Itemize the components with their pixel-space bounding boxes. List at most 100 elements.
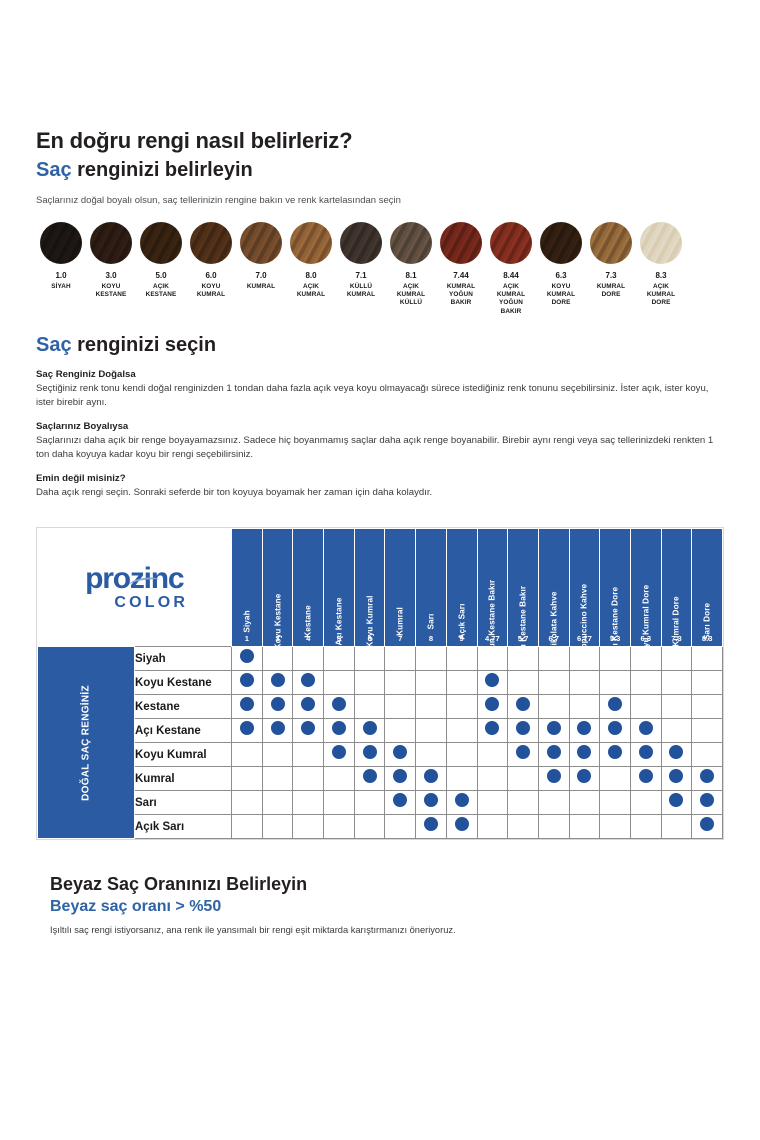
matrix-cell-empty[interactable] bbox=[261, 814, 294, 840]
matrix-cell-marked[interactable] bbox=[660, 790, 693, 816]
matrix-cell-empty[interactable] bbox=[323, 814, 355, 840]
matrix-cell-empty[interactable] bbox=[537, 694, 570, 720]
matrix-cell-marked[interactable] bbox=[261, 718, 294, 744]
matrix-cell-marked[interactable] bbox=[507, 742, 539, 768]
matrix-cell-empty[interactable] bbox=[476, 814, 509, 840]
matrix-cell-empty[interactable] bbox=[415, 694, 447, 720]
matrix-cell-empty[interactable] bbox=[261, 646, 294, 672]
matrix-cell-empty[interactable] bbox=[476, 742, 509, 768]
matrix-cell-marked[interactable] bbox=[507, 718, 539, 744]
matrix-cell-marked[interactable] bbox=[445, 814, 478, 840]
matrix-cell-empty[interactable] bbox=[384, 718, 417, 744]
matrix-cell-empty[interactable] bbox=[629, 670, 662, 696]
matrix-cell-empty[interactable] bbox=[415, 646, 447, 672]
matrix-cell-empty[interactable] bbox=[323, 646, 355, 672]
matrix-cell-marked[interactable] bbox=[323, 718, 355, 744]
matrix-cell-marked[interactable] bbox=[691, 814, 723, 840]
matrix-cell-empty[interactable] bbox=[384, 814, 417, 840]
matrix-cell-empty[interactable] bbox=[629, 790, 662, 816]
matrix-cell-marked[interactable] bbox=[476, 694, 509, 720]
matrix-cell-empty[interactable] bbox=[292, 790, 325, 816]
matrix-cell-empty[interactable] bbox=[660, 670, 693, 696]
matrix-cell-marked[interactable] bbox=[599, 742, 631, 768]
matrix-cell-marked[interactable] bbox=[599, 694, 631, 720]
matrix-cell-marked[interactable] bbox=[231, 646, 263, 672]
matrix-cell-marked[interactable] bbox=[231, 718, 263, 744]
matrix-cell-marked[interactable] bbox=[231, 670, 263, 696]
matrix-cell-marked[interactable] bbox=[261, 694, 294, 720]
matrix-cell-empty[interactable] bbox=[415, 670, 447, 696]
matrix-cell-marked[interactable] bbox=[691, 766, 723, 792]
matrix-cell-marked[interactable] bbox=[599, 718, 631, 744]
matrix-cell-empty[interactable] bbox=[507, 766, 539, 792]
matrix-cell-empty[interactable] bbox=[261, 790, 294, 816]
matrix-cell-empty[interactable] bbox=[568, 646, 601, 672]
matrix-cell-marked[interactable] bbox=[629, 718, 662, 744]
matrix-cell-empty[interactable] bbox=[323, 670, 355, 696]
matrix-cell-empty[interactable] bbox=[507, 790, 539, 816]
matrix-cell-marked[interactable] bbox=[476, 670, 509, 696]
matrix-cell-empty[interactable] bbox=[231, 766, 263, 792]
matrix-cell-marked[interactable] bbox=[660, 766, 693, 792]
matrix-cell-marked[interactable] bbox=[384, 742, 417, 768]
matrix-cell-empty[interactable] bbox=[292, 766, 325, 792]
matrix-cell-empty[interactable] bbox=[691, 670, 723, 696]
matrix-cell-empty[interactable] bbox=[445, 718, 478, 744]
matrix-cell-empty[interactable] bbox=[691, 742, 723, 768]
matrix-cell-empty[interactable] bbox=[323, 766, 355, 792]
matrix-cell-empty[interactable] bbox=[415, 718, 447, 744]
matrix-cell-marked[interactable] bbox=[537, 766, 570, 792]
matrix-cell-marked[interactable] bbox=[568, 718, 601, 744]
matrix-cell-empty[interactable] bbox=[445, 766, 478, 792]
matrix-cell-empty[interactable] bbox=[231, 814, 263, 840]
matrix-cell-marked[interactable] bbox=[445, 790, 478, 816]
matrix-cell-empty[interactable] bbox=[660, 814, 693, 840]
matrix-cell-marked[interactable] bbox=[415, 790, 447, 816]
matrix-cell-empty[interactable] bbox=[353, 646, 386, 672]
matrix-cell-empty[interactable] bbox=[353, 694, 386, 720]
matrix-cell-marked[interactable] bbox=[292, 694, 325, 720]
matrix-cell-marked[interactable] bbox=[507, 694, 539, 720]
matrix-cell-marked[interactable] bbox=[415, 814, 447, 840]
matrix-cell-marked[interactable] bbox=[384, 790, 417, 816]
matrix-cell-empty[interactable] bbox=[353, 790, 386, 816]
matrix-cell-empty[interactable] bbox=[353, 814, 386, 840]
matrix-cell-marked[interactable] bbox=[353, 718, 386, 744]
matrix-cell-empty[interactable] bbox=[691, 646, 723, 672]
matrix-cell-marked[interactable] bbox=[384, 766, 417, 792]
matrix-cell-marked[interactable] bbox=[537, 742, 570, 768]
matrix-cell-empty[interactable] bbox=[445, 646, 478, 672]
matrix-cell-empty[interactable] bbox=[323, 790, 355, 816]
matrix-cell-empty[interactable] bbox=[261, 766, 294, 792]
matrix-cell-marked[interactable] bbox=[691, 790, 723, 816]
matrix-cell-empty[interactable] bbox=[568, 814, 601, 840]
matrix-cell-marked[interactable] bbox=[323, 742, 355, 768]
matrix-cell-marked[interactable] bbox=[476, 718, 509, 744]
matrix-cell-marked[interactable] bbox=[292, 670, 325, 696]
matrix-cell-marked[interactable] bbox=[415, 766, 447, 792]
matrix-cell-empty[interactable] bbox=[629, 646, 662, 672]
matrix-cell-empty[interactable] bbox=[445, 670, 478, 696]
matrix-cell-marked[interactable] bbox=[568, 766, 601, 792]
matrix-cell-marked[interactable] bbox=[353, 766, 386, 792]
matrix-cell-empty[interactable] bbox=[537, 670, 570, 696]
matrix-cell-marked[interactable] bbox=[568, 742, 601, 768]
matrix-cell-empty[interactable] bbox=[660, 718, 693, 744]
matrix-cell-empty[interactable] bbox=[353, 670, 386, 696]
matrix-cell-empty[interactable] bbox=[568, 790, 601, 816]
matrix-cell-empty[interactable] bbox=[691, 718, 723, 744]
matrix-cell-empty[interactable] bbox=[629, 814, 662, 840]
matrix-cell-empty[interactable] bbox=[507, 814, 539, 840]
matrix-cell-empty[interactable] bbox=[691, 694, 723, 720]
matrix-cell-empty[interactable] bbox=[445, 742, 478, 768]
matrix-cell-empty[interactable] bbox=[292, 742, 325, 768]
matrix-cell-empty[interactable] bbox=[292, 814, 325, 840]
matrix-cell-empty[interactable] bbox=[660, 694, 693, 720]
matrix-cell-empty[interactable] bbox=[445, 694, 478, 720]
matrix-cell-empty[interactable] bbox=[476, 790, 509, 816]
matrix-cell-marked[interactable] bbox=[629, 766, 662, 792]
matrix-cell-empty[interactable] bbox=[568, 670, 601, 696]
matrix-cell-marked[interactable] bbox=[292, 718, 325, 744]
matrix-cell-empty[interactable] bbox=[476, 766, 509, 792]
matrix-cell-empty[interactable] bbox=[231, 790, 263, 816]
